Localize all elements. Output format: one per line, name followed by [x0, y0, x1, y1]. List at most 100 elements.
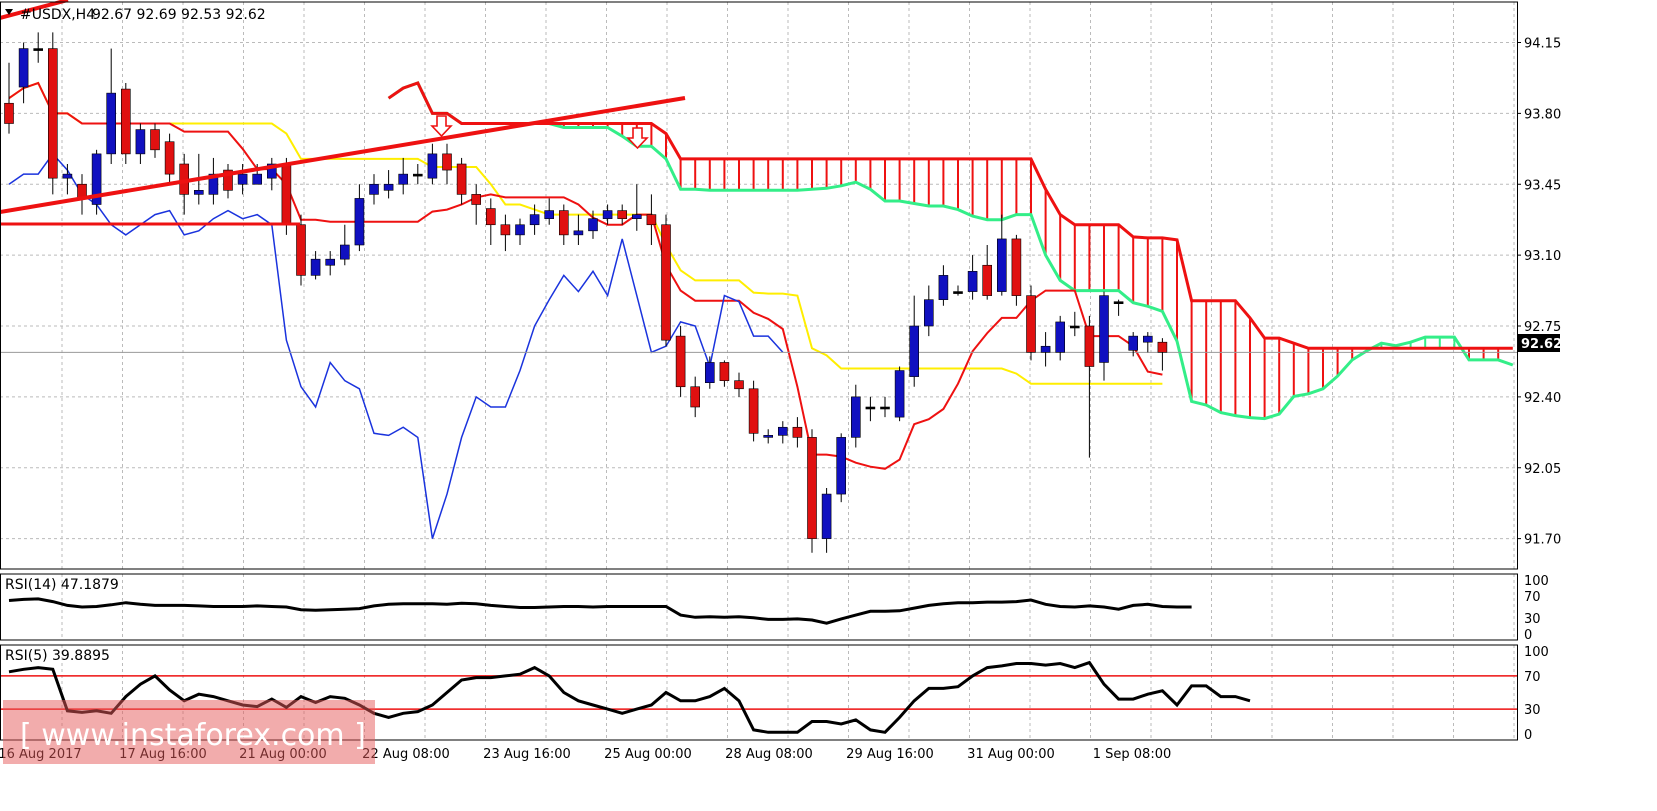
candle-body	[427, 153, 438, 179]
candle-body	[661, 224, 671, 341]
y-tick-label: 92.75	[1524, 320, 1561, 335]
x-tick-label: 22 Aug 08:00	[362, 747, 450, 762]
candle-body	[953, 291, 963, 294]
indicator-lines	[0, 81, 1517, 539]
candle-body	[894, 370, 905, 418]
candle-body	[982, 264, 993, 296]
candle-body	[865, 406, 876, 410]
chikou-span-line	[8, 152, 784, 539]
rsi14-label: RSI(14) 47.1879	[5, 577, 119, 593]
y-tick-label: 93.45	[1524, 178, 1561, 193]
candle-body	[544, 210, 555, 219]
candle-body	[442, 153, 452, 171]
panel-frame	[0, 644, 1518, 741]
down-arrow-icon	[626, 127, 649, 150]
candle-body	[412, 173, 423, 177]
candle-body	[1113, 301, 1124, 305]
candle-body	[1026, 295, 1036, 353]
rsi14-line	[8, 597, 1192, 625]
y-tick-label: 94.15	[1524, 37, 1561, 52]
candle-body	[1143, 335, 1153, 343]
candle-body	[91, 153, 102, 205]
y-tick-label: 92.40	[1524, 391, 1561, 406]
candle-body	[1055, 321, 1065, 353]
candle-body	[471, 194, 482, 205]
trendline-rising	[0, 96, 686, 214]
candle-body	[456, 163, 467, 195]
candle-body	[310, 258, 321, 276]
candle-body	[1011, 238, 1022, 296]
candle-body	[850, 396, 861, 438]
candle-body	[121, 88, 131, 155]
rsi-tick-label: 100	[1524, 574, 1549, 589]
candle-body	[223, 169, 233, 191]
candle-body	[719, 362, 730, 381]
rsi-tick-label: 0	[1524, 728, 1532, 743]
candle-body	[296, 224, 306, 276]
candle-body	[602, 210, 613, 219]
candle-body	[573, 230, 584, 236]
candle-body	[18, 48, 29, 88]
senkou-span-a-line	[387, 81, 1514, 421]
y-tick-label: 93.10	[1524, 249, 1561, 264]
candle-body	[398, 173, 409, 185]
panel-frames	[0, 1, 1518, 741]
candle-body	[748, 388, 759, 434]
candle-body	[558, 210, 569, 236]
candle-body	[617, 210, 628, 219]
candle-body	[33, 48, 44, 51]
candle-body	[208, 173, 219, 195]
candle-body	[194, 190, 204, 195]
candle-body	[792, 426, 803, 438]
candle-body	[675, 335, 686, 388]
candle-body	[4, 102, 14, 124]
rsi-tick-label: 70	[1524, 590, 1541, 605]
senkou-span-b-line	[387, 81, 1513, 350]
candle-body	[529, 214, 540, 226]
candle-body	[1099, 295, 1109, 363]
candle-body	[266, 163, 277, 179]
rsi-tick-label: 30	[1524, 612, 1541, 627]
candle-body	[734, 380, 744, 390]
candle-body	[646, 214, 657, 226]
panel-frame	[0, 573, 1518, 641]
candle-body	[704, 362, 715, 384]
candle-body	[807, 437, 817, 539]
down-arrow-icon	[430, 115, 453, 138]
rsi-tick-label: 30	[1524, 703, 1541, 718]
candle-body	[1040, 345, 1051, 353]
x-tick-label: 29 Aug 16:00	[846, 747, 934, 762]
candle-body	[325, 258, 336, 266]
candle-body	[631, 214, 642, 219]
current-price-badge: 92.62	[1518, 334, 1562, 352]
svg-text:[ www.instaforex.com ]: [ www.instaforex.com ]	[20, 718, 366, 753]
candle-body	[996, 238, 1007, 292]
x-tick-label: 28 Aug 08:00	[725, 747, 813, 762]
candle-body	[880, 406, 890, 410]
rsi-tick-label: 100	[1524, 645, 1549, 660]
candle-body	[281, 163, 292, 226]
watermark: [ www.instaforex.com ]	[3, 700, 375, 764]
kijun-sen-line	[8, 81, 1163, 385]
candle-body	[339, 244, 350, 260]
rsi-tick-label: 70	[1524, 670, 1541, 685]
candle-body	[938, 275, 949, 300]
panel-frame	[0, 1, 1518, 570]
candle-body	[62, 173, 73, 179]
header-symbol: #USDX,H4	[20, 7, 95, 23]
rsi5-line	[8, 660, 1251, 734]
candle-body	[1128, 335, 1138, 351]
candles	[4, 32, 1168, 553]
candle-body	[383, 183, 394, 191]
candle-body	[369, 183, 379, 195]
header-ohlc: 92.67 92.69 92.53 92.62	[92, 7, 266, 23]
axes: 94.15 93.80 93.45 93.10 92.75 92.40 92.05 91.70…	[0, 37, 1561, 763]
candle-body	[135, 129, 146, 155]
y-tick-label: 93.80	[1524, 107, 1561, 122]
candle-body	[164, 141, 175, 175]
candle-body	[909, 325, 920, 377]
x-tick-label: 23 Aug 16:00	[483, 747, 571, 762]
tenkan-sen-line	[8, 81, 1163, 470]
candle-body	[354, 198, 365, 246]
